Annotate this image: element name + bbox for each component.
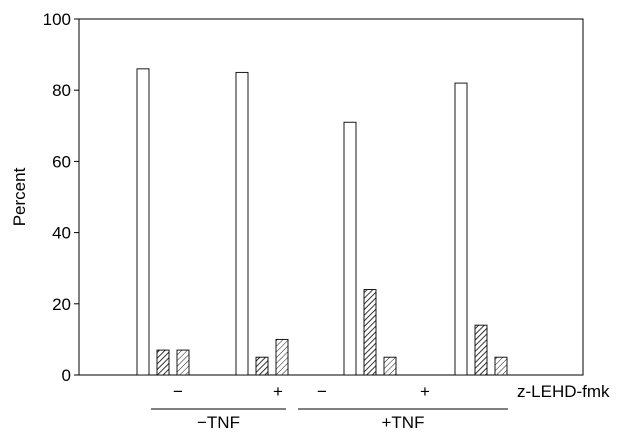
bar-series-3-category-2 <box>275 338 289 376</box>
bars <box>136 68 508 376</box>
bar-series-1-category-4 <box>454 82 468 376</box>
x-axis: − + − + <box>173 382 430 401</box>
group-brackets: −TNF +TNF <box>151 408 508 432</box>
bar-series-1-category-3 <box>343 121 357 376</box>
bar-series-3-category-4 <box>494 356 508 376</box>
bar-series-2-category-4 <box>474 324 488 376</box>
x-category-label: + <box>420 382 430 401</box>
y-tick-label: 0 <box>62 366 71 385</box>
x-category-label: − <box>173 382 183 401</box>
y-tick-label: 40 <box>52 224 71 243</box>
y-tick-label: 80 <box>52 81 71 100</box>
bar-series-1-category-2 <box>235 71 249 376</box>
y-axis: 0 20 40 60 80 100 <box>43 10 79 385</box>
y-axis-label: Percent <box>10 167 29 226</box>
bar-series-2-category-2 <box>255 356 269 376</box>
group-label: +TNF <box>382 413 425 432</box>
y-tick-label: 100 <box>43 10 71 29</box>
y-tick-label: 20 <box>52 295 71 314</box>
x-category-label: + <box>273 382 283 401</box>
condition-axis-label: z-LEHD-fmk <box>517 382 610 401</box>
y-tick-label: 60 <box>52 152 71 171</box>
bar-series-3-category-1 <box>176 349 190 376</box>
plot-frame <box>78 18 584 376</box>
bar-series-3-category-3 <box>383 356 397 376</box>
bar-series-1-category-1 <box>136 68 150 376</box>
bar-series-2-category-1 <box>156 349 170 376</box>
group-label: −TNF <box>197 413 240 432</box>
x-category-label: − <box>317 382 327 401</box>
bar-series-2-category-3 <box>363 289 377 376</box>
